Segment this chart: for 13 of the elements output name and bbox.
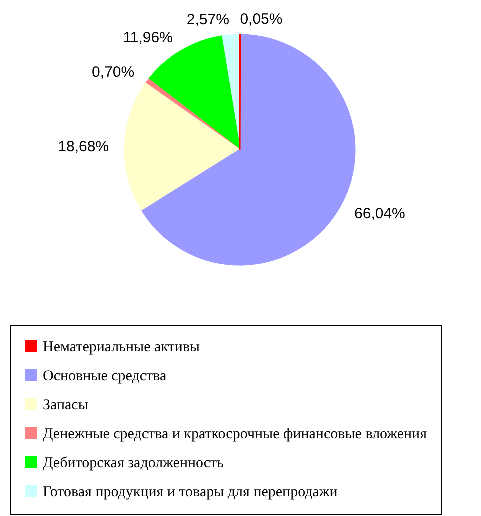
legend-label: Готовая продукция и товары для перепродажи: [43, 484, 338, 500]
pie-slice: [124, 83, 241, 212]
data-label: 18,68%: [58, 138, 110, 156]
legend-label: Нематериальные активы: [43, 340, 200, 356]
data-label: 0,70%: [92, 64, 135, 82]
legend-label: Запасы: [43, 398, 88, 414]
data-label: 0,05%: [240, 11, 283, 28]
legend-label: Основные средства: [43, 368, 167, 384]
legend-label: Денежные средства и краткосрочные финансовые вложения: [43, 426, 428, 442]
data-label: 11,96%: [123, 29, 173, 46]
legend-label: Дебиторская задолженность: [43, 456, 224, 472]
data-label: 2,57%: [186, 11, 230, 28]
data-label: 66,04%: [354, 206, 406, 223]
